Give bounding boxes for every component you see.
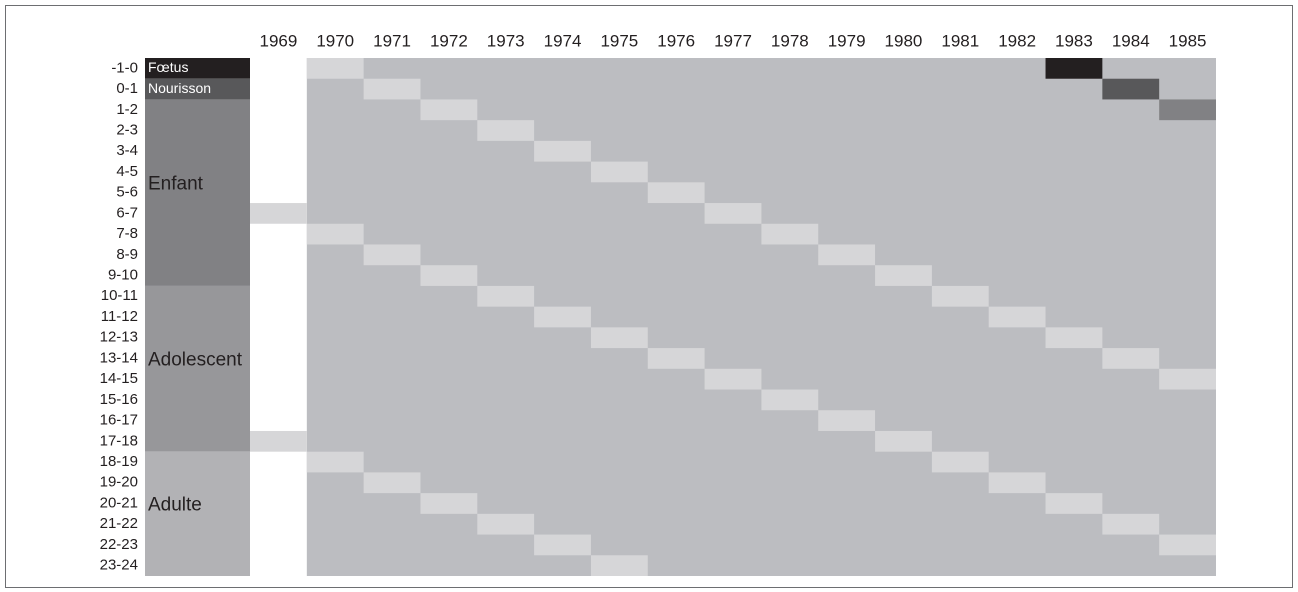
year-label: 1985 — [1169, 31, 1207, 50]
year-label: 1984 — [1112, 31, 1150, 50]
cohort-cell — [931, 285, 989, 307]
cohort-cell — [988, 306, 1046, 328]
age-label: 2-3 — [116, 121, 138, 138]
age-label: 0-1 — [116, 80, 138, 97]
cohort-cell — [477, 513, 535, 535]
year-label: 1977 — [714, 31, 752, 50]
stage-band — [145, 78, 250, 100]
stage-label: Nourisson — [148, 80, 211, 96]
cohort-cell — [590, 555, 648, 576]
age-label: 19-20 — [100, 474, 138, 491]
cohort-cell — [363, 472, 421, 494]
age-label: 11-12 — [101, 308, 138, 325]
cohort-cell — [1159, 534, 1216, 556]
cohort-cell — [420, 493, 478, 514]
cohort-cell — [306, 58, 364, 79]
stage-label: Fœtus — [148, 59, 188, 75]
cohort-cell — [420, 265, 478, 286]
age-label: 16-17 — [100, 412, 138, 429]
age-label: 14-15 — [100, 370, 138, 387]
age-label: 15-16 — [100, 391, 138, 408]
stage-band — [145, 285, 250, 452]
age-label: 7-8 — [116, 225, 138, 242]
stage-band — [145, 99, 250, 286]
stage-band — [145, 58, 250, 79]
cohort-cell — [761, 223, 819, 245]
marked-cell — [1045, 58, 1103, 79]
age-label: 22-23 — [100, 536, 138, 553]
year-label: 1980 — [885, 31, 923, 50]
cohort-cell — [590, 161, 648, 183]
cohort-cell — [647, 182, 705, 204]
cohort-cell — [477, 285, 535, 307]
stage-label: Adulte — [148, 495, 202, 516]
cohort-cell — [875, 430, 932, 452]
age-label: 20-21 — [100, 494, 138, 511]
cohort-cell — [931, 451, 989, 473]
cohort-cell — [704, 203, 762, 224]
cohort-cell — [704, 368, 762, 390]
year-label: 1981 — [941, 31, 979, 50]
age-label: 18-19 — [100, 453, 138, 470]
age-label: 23-24 — [100, 557, 138, 574]
age-label: 12-13 — [100, 329, 138, 346]
year-label: 1983 — [1055, 31, 1093, 50]
year-label: 1969 — [259, 31, 297, 50]
year-label: 1974 — [544, 31, 582, 50]
year-label: 1975 — [600, 31, 638, 50]
stage-band — [145, 451, 250, 576]
age-label: 1-2 — [116, 101, 138, 118]
cohort-cell — [875, 265, 932, 286]
age-label: 13-14 — [100, 349, 138, 366]
year-label: 1982 — [998, 31, 1036, 50]
cohort-cell — [534, 534, 591, 556]
age-label: 5-6 — [116, 184, 138, 201]
age-label: 21-22 — [100, 515, 138, 532]
year-label: 1979 — [828, 31, 866, 50]
cohort-cell — [306, 451, 364, 473]
year-label: 1978 — [771, 31, 809, 50]
cohort-cell — [1102, 513, 1160, 535]
marked-cell — [1102, 78, 1160, 100]
age-label: 3-4 — [116, 142, 138, 159]
cohort-cell — [1045, 327, 1103, 349]
cohort-cell — [420, 99, 478, 121]
year-label: 1972 — [430, 31, 468, 50]
cohort-cell — [477, 120, 535, 141]
cohort-cell — [590, 327, 648, 349]
cohort-cell — [818, 410, 876, 431]
age-label: 6-7 — [116, 204, 138, 221]
cohort-cell — [250, 203, 307, 224]
cohort-cell — [363, 244, 421, 266]
grid — [306, 58, 1217, 576]
age-label: 9-10 — [108, 267, 138, 284]
age-label: 4-5 — [116, 163, 138, 180]
cohort-cell — [534, 140, 591, 162]
age-label: 17-18 — [100, 432, 138, 449]
stage-label: Enfant — [148, 173, 204, 194]
cohort-cell — [534, 306, 591, 328]
cohort-cell — [647, 348, 705, 369]
age-label: 10-11 — [101, 287, 138, 304]
year-label: 1971 — [373, 31, 411, 50]
cohort-cell — [1159, 368, 1216, 390]
cohort-cell — [363, 78, 421, 100]
cohort-cell — [818, 244, 876, 266]
marked-cell — [1159, 99, 1216, 121]
year-label: 1973 — [487, 31, 525, 50]
cohort-cell — [1045, 493, 1103, 514]
cohort-cell — [988, 472, 1046, 494]
year-label: 1970 — [316, 31, 354, 50]
cohort-cell — [306, 223, 364, 245]
age-label: -1-0 — [111, 59, 138, 76]
age-label: 8-9 — [116, 246, 138, 263]
stage-label: Adolescent — [148, 350, 243, 371]
cohort-cell — [761, 389, 819, 411]
cohort-cell — [1102, 348, 1160, 369]
cohort-cell — [250, 430, 307, 452]
year-label: 1976 — [657, 31, 695, 50]
